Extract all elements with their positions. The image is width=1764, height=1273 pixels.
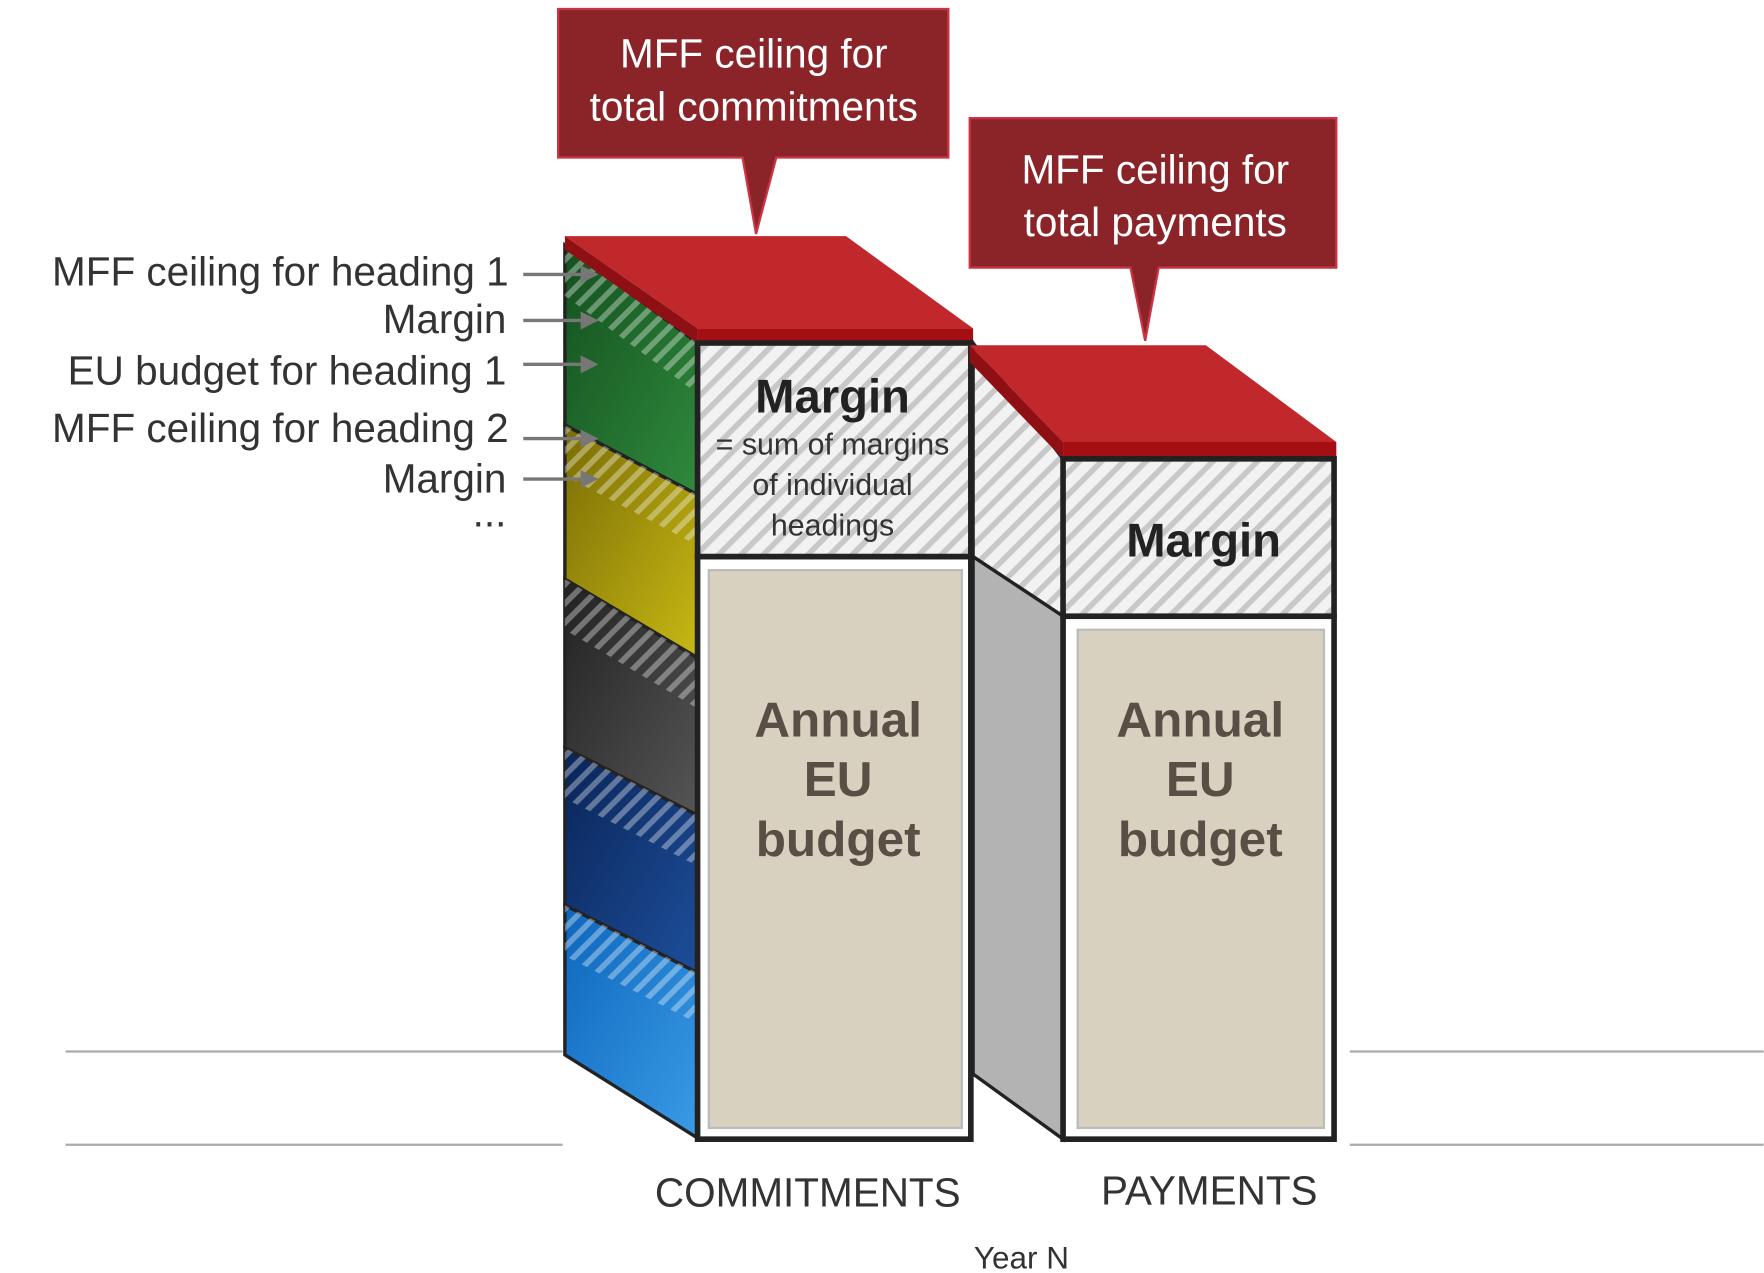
column-label: COMMITMENTS bbox=[655, 1170, 961, 1216]
margin-box bbox=[694, 340, 974, 560]
side-label: MFF ceiling for heading 2 bbox=[52, 405, 509, 451]
top-face bbox=[969, 345, 1337, 442]
side-label: EU budget for heading 1 bbox=[68, 348, 507, 394]
top-band bbox=[1063, 441, 1337, 459]
side-label: Margin bbox=[383, 296, 507, 342]
top-edge bbox=[564, 236, 698, 343]
budget-text: budget bbox=[756, 812, 921, 867]
side-margin bbox=[564, 579, 698, 709]
budget-text: EU bbox=[804, 752, 873, 807]
arrow-head bbox=[580, 470, 599, 489]
side-label: Margin bbox=[383, 456, 507, 502]
side-budget bbox=[971, 553, 1065, 1143]
side-margin bbox=[564, 425, 698, 546]
side-margin bbox=[564, 245, 698, 394]
budget-text: Annual bbox=[1116, 693, 1284, 748]
callout-text: total payments bbox=[1024, 199, 1287, 245]
axis-label: Year N bbox=[974, 1241, 1069, 1273]
side-face bbox=[563, 241, 700, 1142]
callout-text: MFF ceiling for bbox=[1021, 146, 1289, 192]
budget-text: EU bbox=[1166, 752, 1235, 807]
callout-box bbox=[557, 7, 950, 235]
margin-box bbox=[1060, 456, 1337, 620]
callout-box bbox=[968, 116, 1338, 341]
callout-text: MFF ceiling for bbox=[620, 30, 888, 76]
margin-note: of individual bbox=[752, 469, 912, 502]
budget-text: Annual bbox=[754, 693, 922, 748]
side-label: ... bbox=[473, 489, 507, 535]
side-label: MFF ceiling for heading 1 bbox=[52, 249, 509, 295]
top-band bbox=[697, 328, 974, 343]
arrows bbox=[523, 265, 599, 489]
budget-inner bbox=[707, 569, 963, 1130]
arrow-head bbox=[580, 265, 599, 284]
margin-title: Margin bbox=[755, 371, 910, 424]
top-edge bbox=[969, 345, 1064, 459]
margin-title: Margin bbox=[1126, 515, 1281, 568]
arrow-head bbox=[580, 429, 599, 448]
side-margin bbox=[564, 747, 698, 866]
arrow-head bbox=[580, 311, 599, 330]
column-label: PAYMENTS bbox=[1101, 1167, 1318, 1213]
margin-note: = sum of margins bbox=[716, 428, 950, 461]
top-face bbox=[564, 236, 974, 329]
side-margin bbox=[564, 905, 698, 1024]
arrow-head bbox=[580, 355, 599, 374]
callout-text: total commitments bbox=[590, 83, 918, 129]
budget-inner bbox=[1076, 628, 1326, 1130]
margin-note: headings bbox=[771, 509, 894, 542]
budget-text: budget bbox=[1118, 812, 1283, 867]
